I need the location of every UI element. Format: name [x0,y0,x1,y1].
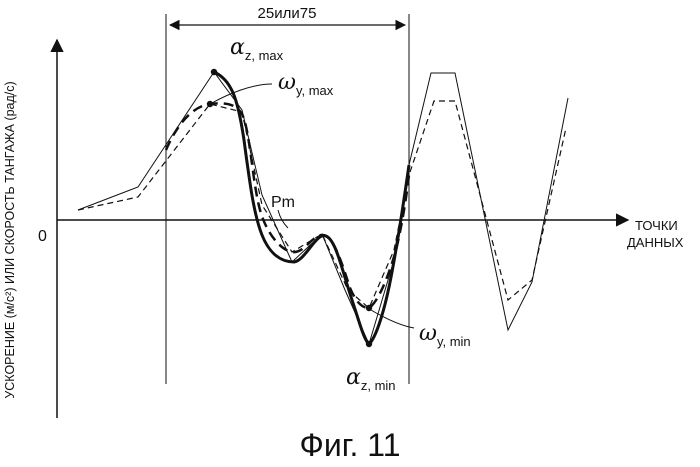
az-max-label: αz, max [230,35,284,63]
figure-caption: Фиг. 11 [0,427,700,464]
az-min-subscript: z, min [361,378,396,393]
wy-min-label: ωy, min [419,321,471,349]
az-max-point [211,69,217,75]
wy-max-point [207,101,213,107]
thin-solid-curve [78,72,568,344]
x-axis-label-line1: ТОЧКИ [635,218,678,233]
bold-solid-curve [214,72,409,344]
pm-label: Pm [271,194,295,211]
az-min-point [366,341,372,347]
x-axis-label-line2: ДАННЫХ [627,235,684,250]
pm-leader [278,210,288,228]
wy-max-label: ωy, max [278,70,334,98]
wy-max-leader [212,84,272,103]
az-max-symbol: α [230,35,245,60]
az-min-symbol: α [346,365,361,390]
wy-min-subscript: y, min [437,334,471,349]
thin-dashed-curve [78,101,566,308]
az-max-subscript: z, max [245,48,284,63]
az-min-label: αz, min [346,365,396,393]
wy-max-symbol: ω [278,70,296,95]
wy-min-symbol: ω [419,321,437,346]
window-span-label: 25или75 [258,5,317,22]
origin-label: 0 [38,228,47,245]
y-axis-label: УСКОРЕНИЕ (м/с²) ИЛИ СКОРОСТЬ ТАНГАЖА (р… [3,81,17,398]
wy-max-subscript: y, max [296,83,334,98]
